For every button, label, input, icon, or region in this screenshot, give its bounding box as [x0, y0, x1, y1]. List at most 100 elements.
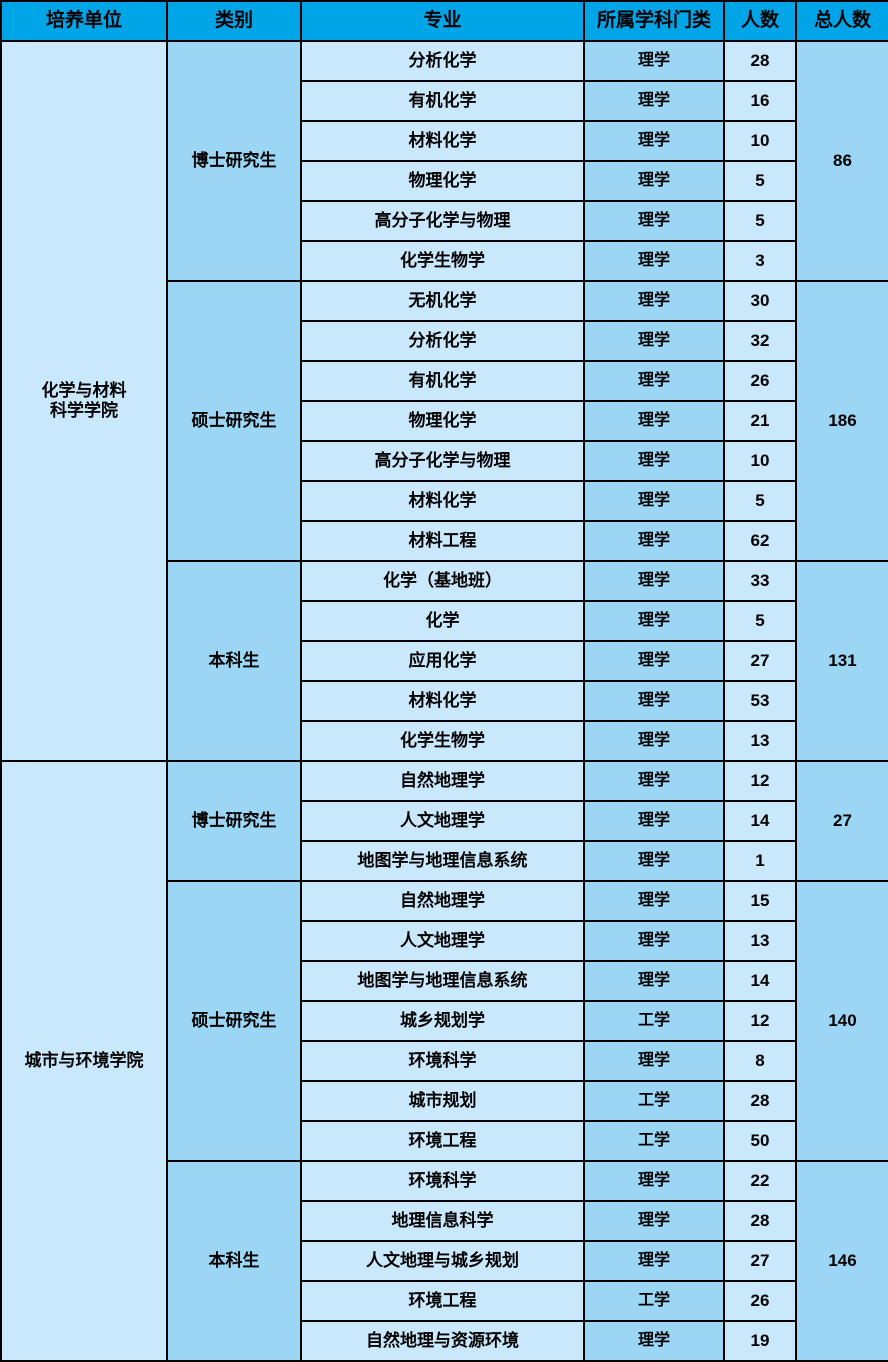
table-row: 材料工程 理学 62 [1, 520, 888, 562]
cell-count: 50 [723, 1120, 797, 1162]
cell-major: 物理化学 [300, 160, 585, 202]
cell-count: 12 [723, 1000, 797, 1042]
cell-discipline: 工学 [583, 1120, 725, 1162]
cell-discipline: 理学 [583, 280, 725, 322]
cell-count: 14 [723, 960, 797, 1002]
cell-count: 26 [723, 360, 797, 402]
cell-count: 21 [723, 400, 797, 442]
table-row: 环境科学 理学 8 [1, 1040, 888, 1082]
cell-total: 146 [795, 1160, 888, 1362]
cell-discipline: 理学 [583, 480, 725, 522]
table-row: 材料化学 理学 10 [1, 120, 888, 162]
table-row: 本科生 化学（基地班） 理学 33 131 [1, 560, 888, 762]
cell-total: 186 [795, 280, 888, 562]
table-row: 环境工程 工学 26 [1, 1280, 888, 1322]
cell-count: 10 [723, 440, 797, 482]
cell-discipline: 理学 [583, 960, 725, 1002]
table-row: 分析化学 理学 32 [1, 320, 888, 362]
table-row: 城市与环境学院 博士研究生 自然地理学 理学 12 27 [0, 760, 888, 1362]
cell-discipline: 理学 [583, 840, 725, 882]
cell-count: 22 [723, 1160, 797, 1202]
cell-discipline: 理学 [583, 800, 725, 842]
table-row: 材料化学 理学 5 [1, 480, 888, 522]
cell-major: 环境科学 [300, 1040, 585, 1082]
cell-category: 硕士研究生 [166, 280, 302, 562]
cell-major: 物理化学 [300, 400, 585, 442]
cell-discipline: 理学 [583, 320, 725, 362]
cell-count: 5 [723, 160, 797, 202]
table-row: 地图学与地理信息系统 理学 14 [1, 960, 888, 1002]
cell-major: 环境工程 [300, 1280, 585, 1322]
cell-discipline: 理学 [583, 680, 725, 722]
cell-major: 城乡规划学 [300, 1000, 585, 1042]
cell-discipline: 理学 [583, 160, 725, 202]
cell-count: 8 [723, 1040, 797, 1082]
table-row: 人文地理与城乡规划 理学 27 [1, 1240, 888, 1282]
cell-count: 5 [723, 600, 797, 642]
cell-count: 32 [723, 320, 797, 362]
cell-count: 15 [723, 880, 797, 922]
cell-total: 86 [795, 40, 888, 282]
cell-discipline: 理学 [583, 400, 725, 442]
cell-major: 材料化学 [300, 680, 585, 722]
cell-major: 环境工程 [300, 1120, 585, 1162]
table-header: 培养单位 类别 专业 所属学科门类 人数 总人数 [0, 0, 888, 42]
column-header-major: 专业 [300, 0, 585, 42]
cell-major: 分析化学 [300, 320, 585, 362]
header-row: 培养单位 类别 专业 所属学科门类 人数 总人数 [0, 0, 888, 42]
cell-total: 140 [795, 880, 888, 1162]
table-row: 地理信息科学 理学 28 [1, 1200, 888, 1242]
table-row: 本科生 环境科学 理学 22 146 [1, 1160, 888, 1362]
cell-major: 人文地理学 [300, 800, 585, 842]
table-row: 化学与材料 科学学院 博士研究生 分析化学 理学 28 86 [0, 40, 888, 762]
table-row: 环境工程 工学 50 [1, 1120, 888, 1162]
cell-major: 材料工程 [300, 520, 585, 562]
table-row: 化学 理学 5 [1, 600, 888, 642]
cell-discipline: 工学 [583, 1000, 725, 1042]
cell-discipline: 理学 [583, 240, 725, 282]
cell-major: 化学生物学 [300, 720, 585, 762]
cell-major: 有机化学 [300, 80, 585, 122]
cell-discipline: 理学 [583, 640, 725, 682]
cell-discipline: 工学 [583, 1080, 725, 1122]
cell-major: 应用化学 [300, 640, 585, 682]
cell-discipline: 理学 [583, 560, 725, 602]
cell-major: 化学生物学 [300, 240, 585, 282]
cell-count: 16 [723, 80, 797, 122]
cell-category: 硕士研究生 [166, 880, 302, 1162]
cell-major: 自然地理学 [300, 760, 585, 802]
cell-count: 27 [723, 1240, 797, 1282]
column-header-unit: 培养单位 [0, 0, 168, 42]
table-row: 物理化学 理学 21 [1, 400, 888, 442]
cell-major: 自然地理学 [300, 880, 585, 922]
cell-major: 高分子化学与物理 [300, 440, 585, 482]
table-row: 化学生物学 理学 13 [1, 720, 888, 762]
cell-discipline: 理学 [583, 720, 725, 762]
cell-count: 3 [723, 240, 797, 282]
cell-major: 有机化学 [300, 360, 585, 402]
cell-count: 12 [723, 760, 797, 802]
table-row: 高分子化学与物理 理学 5 [1, 200, 888, 242]
table-row: 物理化学 理学 5 [1, 160, 888, 202]
cell-discipline: 理学 [583, 1200, 725, 1242]
cell-discipline: 理学 [583, 120, 725, 162]
cell-category: 本科生 [166, 560, 302, 762]
cell-major: 人文地理与城乡规划 [300, 1240, 585, 1282]
cell-discipline: 理学 [583, 1320, 725, 1362]
cell-count: 19 [723, 1320, 797, 1362]
cell-count: 62 [723, 520, 797, 562]
table-row: 地图学与地理信息系统 理学 1 [1, 840, 888, 882]
table-row: 有机化学 理学 26 [1, 360, 888, 402]
table-row: 硕士研究生 无机化学 理学 30 186 [1, 280, 888, 562]
cell-major: 地图学与地理信息系统 [300, 960, 585, 1002]
cell-count: 5 [723, 480, 797, 522]
cell-major: 材料化学 [300, 480, 585, 522]
column-header-count: 人数 [723, 0, 797, 42]
cell-count: 5 [723, 200, 797, 242]
cell-count: 33 [723, 560, 797, 602]
cell-discipline: 理学 [583, 920, 725, 962]
cell-major: 化学 [300, 600, 585, 642]
cell-category: 博士研究生 [166, 760, 302, 882]
table-row: 高分子化学与物理 理学 10 [1, 440, 888, 482]
cell-discipline: 理学 [583, 600, 725, 642]
